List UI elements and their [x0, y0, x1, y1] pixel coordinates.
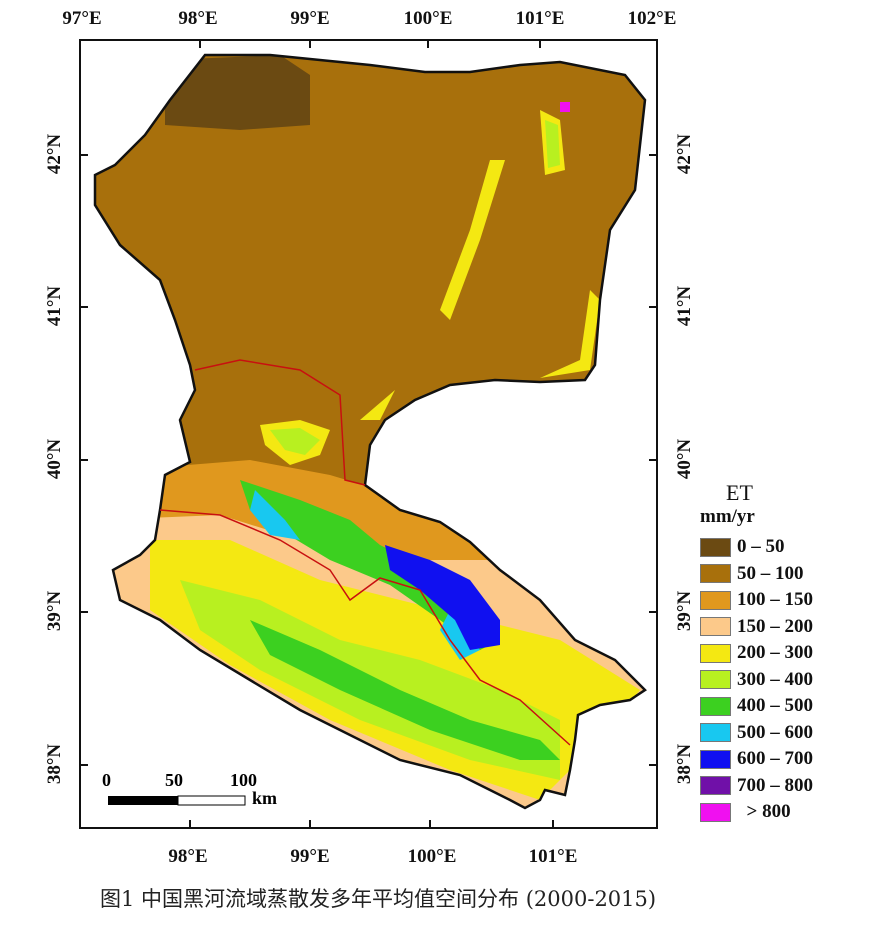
region-over-800: [560, 102, 570, 112]
legend-swatch: [700, 617, 731, 637]
legend-swatch: [700, 776, 731, 796]
scale-tick-label: 100: [230, 770, 257, 790]
legend-item: 600 – 700: [700, 746, 813, 773]
legend-item: 500 – 600: [700, 720, 813, 747]
left-lat-label: 39°N: [44, 590, 65, 632]
right-lat-label: 38°N: [674, 743, 695, 785]
right-lat-label: 39°N: [674, 590, 695, 632]
scale-tick-label: 50: [165, 770, 183, 790]
top-lon-label: 101°E: [515, 8, 565, 29]
legend-label: 300 – 400: [737, 668, 813, 690]
legend-item: 300 – 400: [700, 667, 813, 694]
legend-label: 600 – 700: [737, 748, 813, 770]
legend-item: 0 – 50: [700, 534, 813, 561]
legend-item: 100 – 150: [700, 587, 813, 614]
left-lat-label: 40°N: [44, 438, 65, 480]
top-lon-label: 100°E: [403, 8, 453, 29]
scale-bar-white: [177, 795, 246, 806]
region-400-500: [250, 620, 560, 760]
legend-label: 50 – 100: [737, 562, 804, 584]
top-lon-label: 99°E: [290, 8, 330, 29]
legend-item: 150 – 200: [700, 614, 813, 641]
legend-item: > 800: [700, 799, 813, 826]
bottom-lon-label: 101°E: [528, 846, 578, 867]
legend-label: 200 – 300: [737, 642, 813, 664]
right-lat-label: 40°N: [674, 438, 695, 480]
region-500-600: [250, 490, 480, 660]
legend-swatch: [700, 723, 731, 743]
left-lat-label: 41°N: [44, 285, 65, 327]
left-lat-label: 42°N: [44, 133, 65, 175]
top-lon-label: 102°E: [627, 8, 677, 29]
right-lat-label: 42°N: [674, 133, 695, 175]
legend-label: 100 – 150: [737, 589, 813, 611]
legend-swatch: [700, 670, 731, 690]
bottom-lon-label: 100°E: [407, 846, 457, 867]
legend-label: 150 – 200: [737, 615, 813, 637]
legend-swatch: [700, 537, 731, 557]
legend-label: 700 – 800: [737, 774, 813, 796]
left-lat-label: 38°N: [44, 743, 65, 785]
bottom-lon-label: 98°E: [168, 846, 208, 867]
legend-item: 700 – 800: [700, 773, 813, 800]
region-600-700: [385, 545, 500, 650]
top-lon-label: 97°E: [62, 8, 102, 29]
figure-caption: 图1 中国黑河流域蒸散发多年平均值空间分布 (2000-2015): [100, 887, 657, 911]
province-boundary-south: [159, 509, 571, 746]
legend-label: 500 – 600: [737, 721, 813, 743]
scale-unit: km: [252, 788, 278, 808]
province-boundary-north: [194, 359, 366, 486]
legend: ET mm/yr 0 – 50 50 – 100 100 – 150 150 – 20…: [700, 480, 813, 826]
bottom-lon-label: 99°E: [290, 846, 330, 867]
region-0-50: [165, 55, 310, 130]
legend-swatch: [700, 802, 731, 822]
legend-swatch: [700, 564, 731, 584]
legend-swatch: [700, 590, 731, 610]
legend-title: ET: [726, 480, 753, 505]
legend-swatch: [700, 696, 731, 716]
top-lon-label: 98°E: [178, 8, 218, 29]
legend-swatch: [700, 643, 731, 663]
legend-item: 50 – 100: [700, 561, 813, 588]
ticks: [80, 40, 657, 828]
legend-label: 400 – 500: [737, 695, 813, 717]
legend-item: 400 – 500: [700, 693, 813, 720]
legend-item: 200 – 300: [700, 640, 813, 667]
legend-unit: mm/yr: [700, 506, 755, 527]
legend-label: > 800: [737, 801, 791, 823]
region-400-500-valley: [240, 480, 500, 650]
scale-bar-black: [108, 796, 178, 805]
scale-tick-label: 0: [102, 770, 111, 790]
legend-swatch: [700, 749, 731, 769]
legend-label: 0 – 50: [737, 536, 785, 558]
right-lat-label: 41°N: [674, 285, 695, 327]
